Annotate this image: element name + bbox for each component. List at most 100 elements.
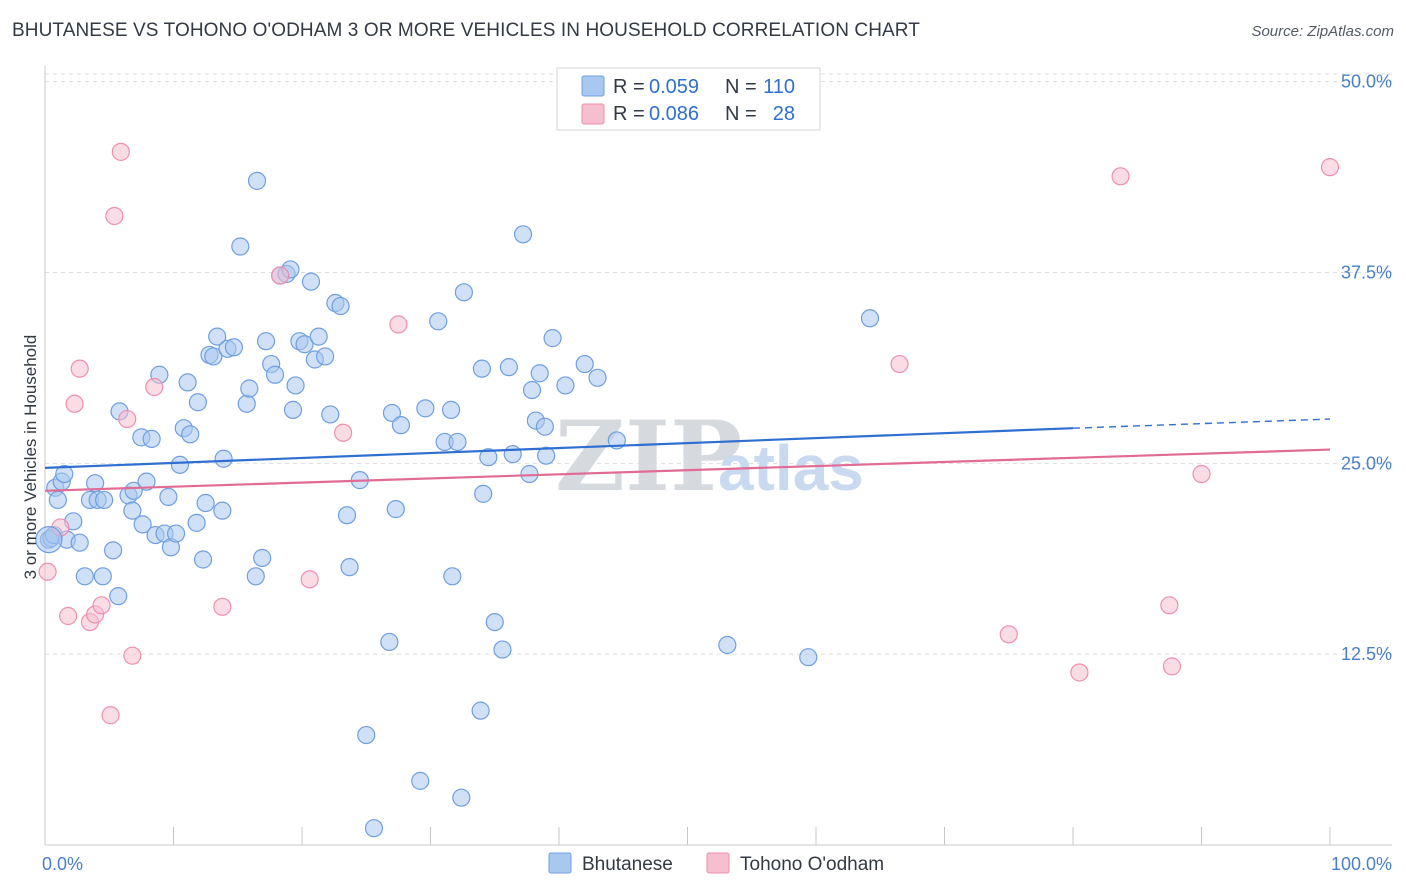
point-bhutanese-59 [283,400,303,419]
y-tick-label-1: 25.0% [1341,453,1392,473]
point-tohono-21 [1070,663,1089,682]
point-tohono-22 [1111,167,1130,186]
point-bhutanese-94 [499,358,518,377]
point-tohono-3 [65,394,84,413]
point-bhutanese-87 [454,283,474,302]
point-bhutanese-71 [340,558,359,577]
point-tohono-9 [105,206,124,226]
point-tohono-12 [123,646,142,665]
data-points [35,142,1340,838]
point-tohono-23 [1160,596,1179,615]
point-bhutanese-103 [543,329,562,348]
point-bhutanese-95 [503,445,522,464]
point-bhutanese-46 [224,338,243,357]
point-bhutanese-44 [214,449,233,468]
point-bhutanese-24 [137,472,156,491]
point-bhutanese-38 [193,550,213,569]
y-axis-label: 3 or more Vehicles in Household [21,335,40,580]
point-bhutanese-36 [187,513,206,532]
point-tohono-19 [890,354,909,374]
series-swatch-bhutanese [548,852,572,874]
point-bhutanese-62 [295,335,314,354]
point-tohono-16 [300,570,319,589]
point-tohono-13 [145,377,164,397]
point-tohono-25 [1192,464,1211,484]
legend-n-value-blue: 110 [763,76,795,98]
point-bhutanese-76 [382,403,402,423]
point-tohono-17 [334,423,353,442]
point-bhutanese-31 [166,524,186,543]
trend-line-1 [44,448,1331,492]
point-bhutanese-35 [181,425,200,444]
point-bhutanese-6 [55,464,74,484]
gridlines [45,73,1392,655]
point-bhutanese-73 [357,725,376,745]
point-bhutanese-25 [142,429,161,448]
point-bhutanese-48 [237,394,256,413]
point-bhutanese-77 [386,500,405,519]
point-bhutanese-60 [286,376,305,395]
point-tohono-20 [999,625,1018,644]
point-tohono-26 [1320,158,1340,177]
point-tohono-24 [1162,657,1182,676]
series-label-tohono: Tohono O'odham [740,854,884,875]
point-bhutanese-53 [256,332,276,351]
series-swatch-tohono [706,852,730,874]
point-bhutanese-23 [133,515,152,534]
point-tohono-2 [59,606,78,626]
point-bhutanese-96 [513,225,533,244]
point-bhutanese-16 [104,541,123,560]
point-bhutanese-86 [452,788,471,807]
point-tohono-18 [389,315,408,334]
point-bhutanese-47 [231,237,250,256]
x-tick-label-0: 0.0% [42,854,83,874]
point-tohono-4 [70,359,89,378]
series-legend: Bhutanese Tohono O'odham [548,852,884,875]
point-bhutanese-4 [48,490,67,510]
point-bhutanese-98 [522,380,542,400]
legend-n-label-pink: N = [725,103,757,125]
point-bhutanese-110 [860,309,880,328]
point-bhutanese-55 [265,365,285,384]
point-bhutanese-69 [331,296,350,316]
legend-n-label-blue: N = [725,76,757,98]
point-bhutanese-42 [208,327,227,346]
point-bhutanese-large [35,526,63,554]
trend-line-0 [44,427,1074,469]
point-bhutanese-15 [95,490,114,510]
x-tick-label-1: 100.0% [1331,854,1392,874]
point-bhutanese-108 [718,635,737,655]
legend-swatch-pink [581,103,605,125]
point-bhutanese-93 [493,640,512,659]
point-bhutanese-74 [364,819,384,838]
point-bhutanese-51 [247,171,267,190]
point-bhutanese-79 [411,771,430,790]
point-bhutanese-37 [188,393,208,412]
point-bhutanese-34 [178,373,197,392]
point-bhutanese-104 [556,376,575,395]
point-bhutanese-89 [472,359,491,378]
legend-r-value-pink: 0.086 [649,103,699,125]
series-label-bhutanese: Bhutanese [582,854,673,875]
point-bhutanese-39 [196,493,215,513]
point-bhutanese-101 [537,446,556,465]
point-bhutanese-102 [535,417,554,436]
legend-r-value-blue: 0.059 [649,76,699,98]
point-bhutanese-105 [575,354,594,374]
point-bhutanese-29 [159,487,178,507]
point-bhutanese-80 [416,399,435,418]
watermark: ZIP atlas [555,400,864,513]
point-bhutanese-10 [75,567,94,586]
point-bhutanese-109 [799,648,818,667]
tick-labels: 12.5% 25.0% 37.5% 50.0% 0.0% 100.0% [42,72,1392,874]
point-bhutanese-75 [380,632,399,652]
point-bhutanese-91 [479,448,498,467]
point-tohono-15 [271,266,290,285]
point-bhutanese-100 [530,364,549,383]
legend-n-value-pink: 28 [773,103,795,125]
y-tick-label-3: 50.0% [1341,72,1392,92]
point-tohono-7 [92,596,111,615]
point-bhutanese-50 [246,567,265,586]
point-tohono-8 [101,706,120,725]
